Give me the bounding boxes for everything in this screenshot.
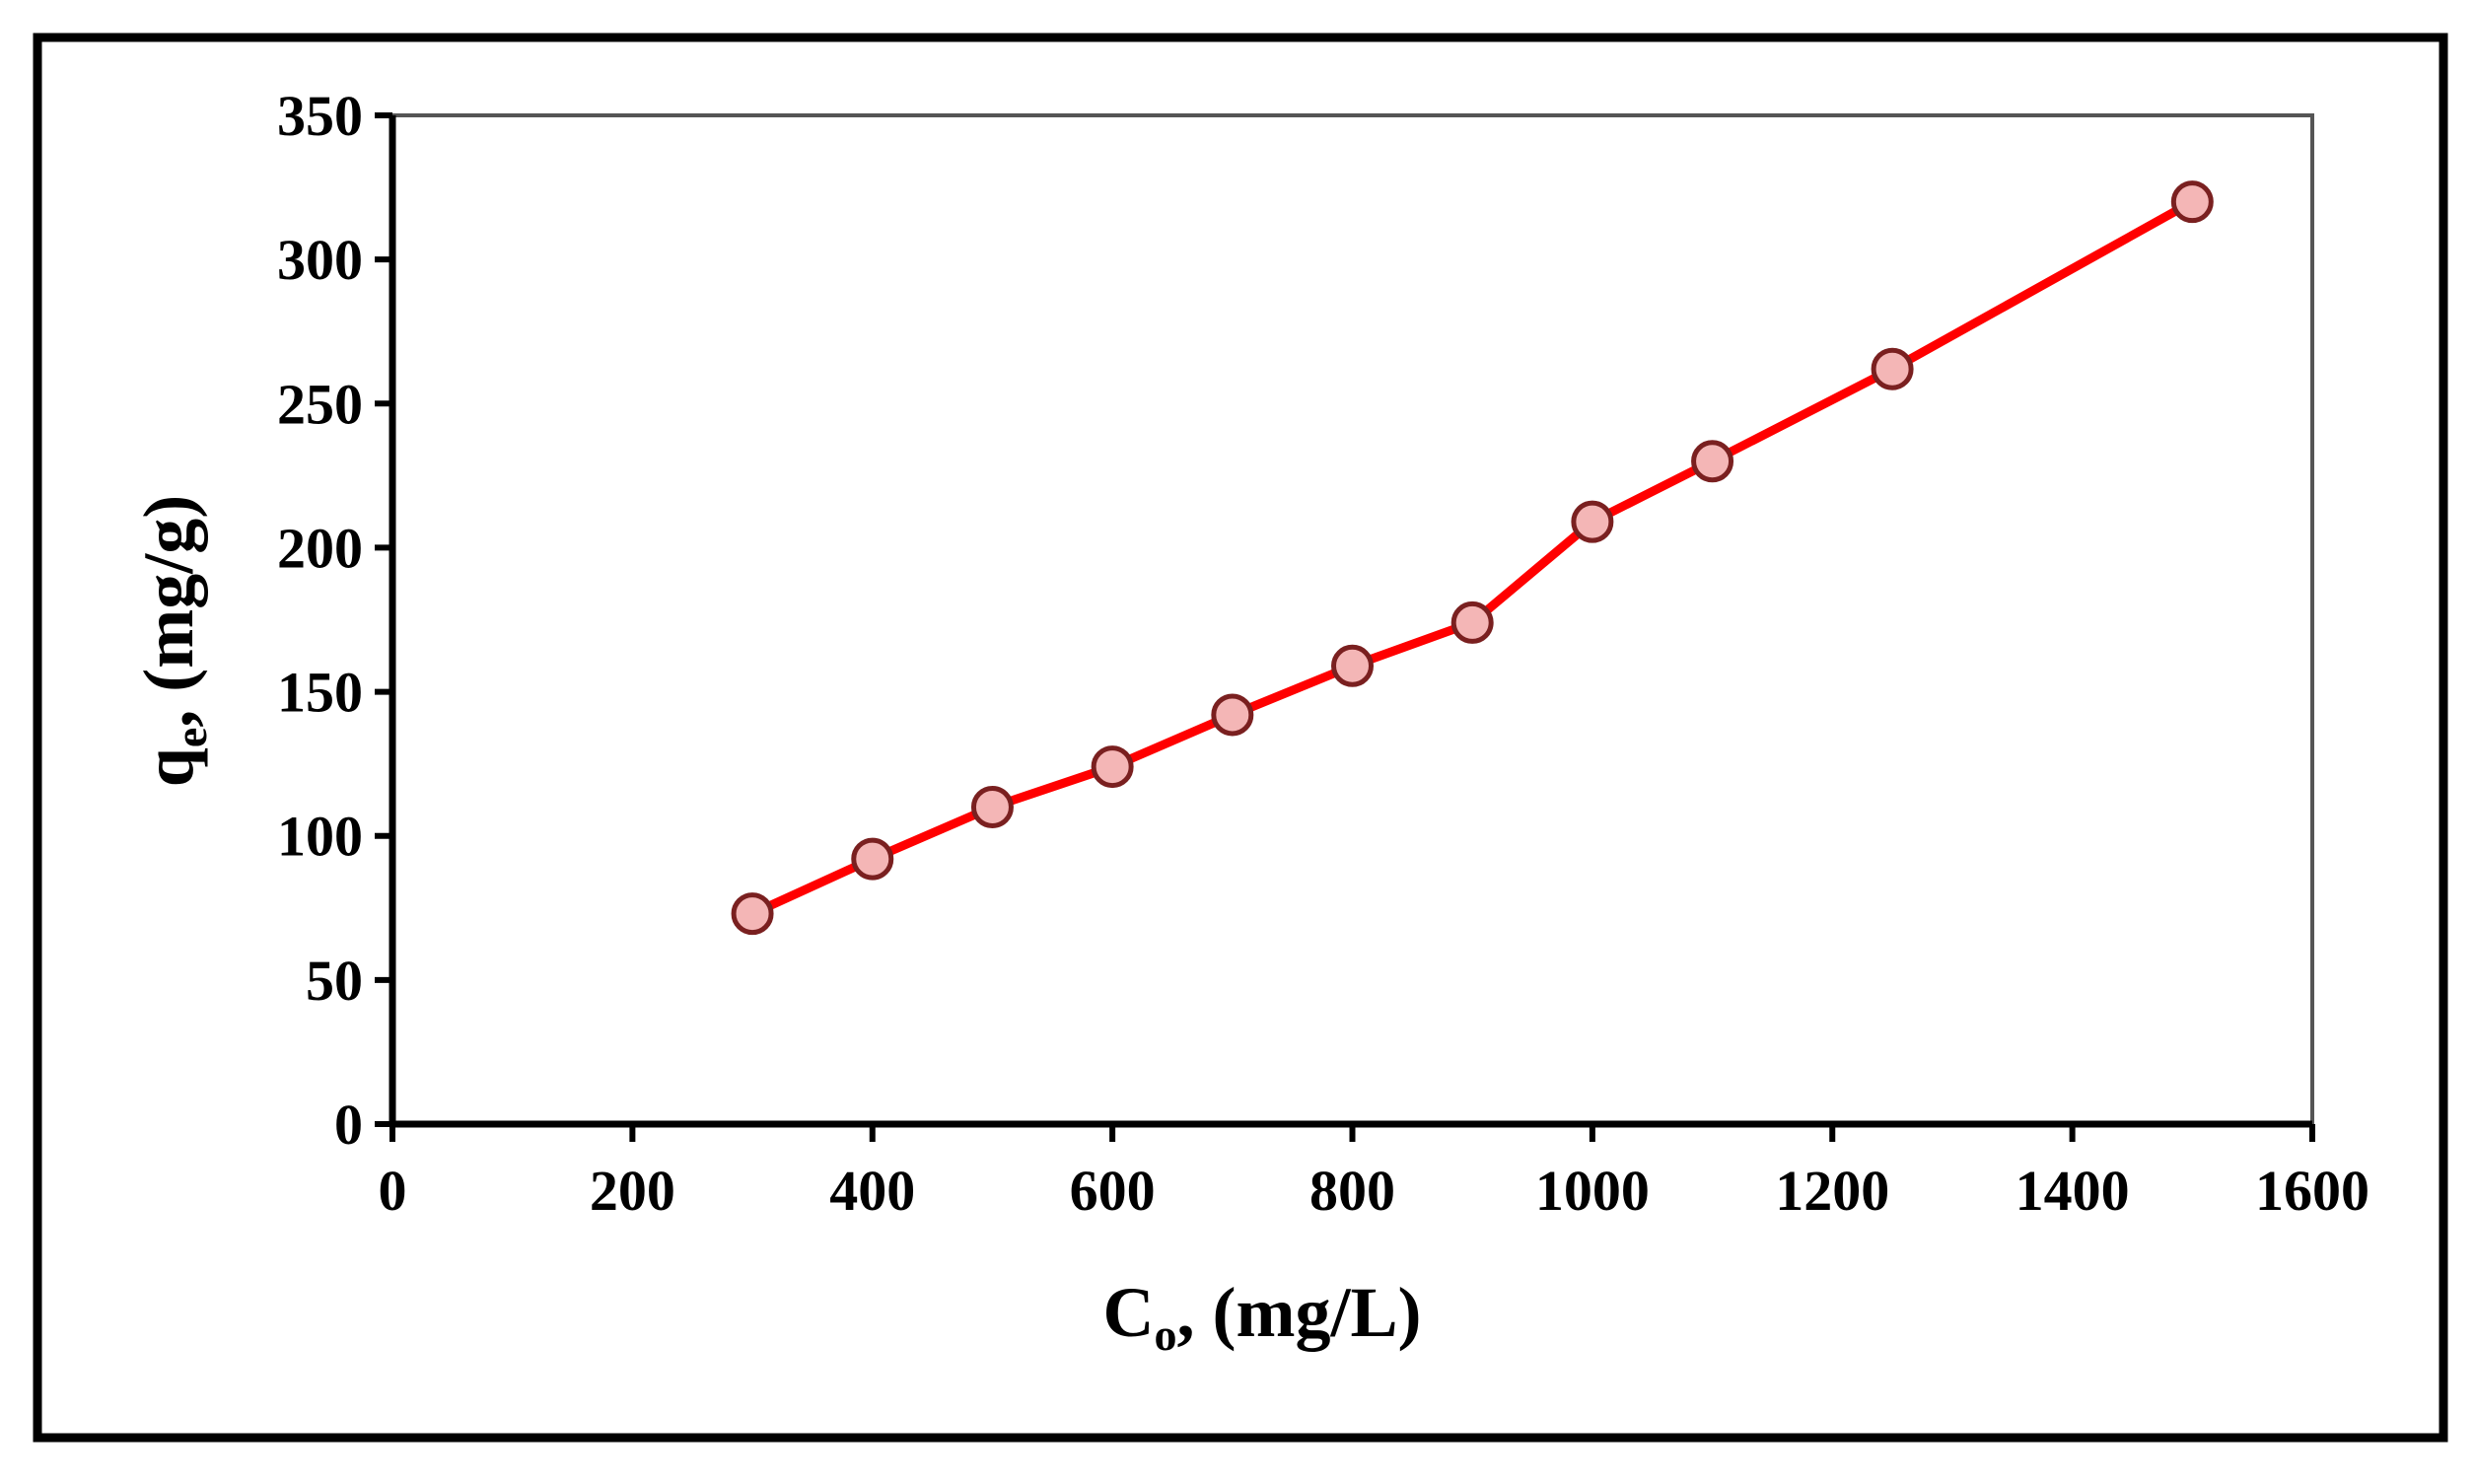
y-tick-label: 300: [277, 228, 363, 292]
y-tick-label: 150: [277, 661, 363, 725]
x-tick-label: 0: [379, 1159, 407, 1223]
outer-frame: [33, 33, 2448, 1443]
x-tick-label: 1200: [1775, 1159, 1889, 1223]
y-axis-title-main: q: [129, 747, 208, 787]
data-point: [2170, 180, 2214, 224]
data-point: [1871, 347, 1914, 390]
x-tick-label: 600: [1070, 1159, 1156, 1223]
x-tick-label: 1400: [2015, 1159, 2130, 1223]
data-point: [1691, 440, 1734, 483]
data-point: [1571, 500, 1614, 543]
x-tick-label: 200: [590, 1159, 675, 1223]
y-tick-label: 250: [277, 372, 363, 436]
data-series: [731, 180, 2214, 936]
x-tick-label: 800: [1309, 1159, 1395, 1223]
data-point: [970, 785, 1014, 828]
x-tick-label: 400: [829, 1159, 915, 1223]
x-axis-title-subscript: o: [1155, 1309, 1177, 1360]
x-axis-title: Co, (mg/L): [1103, 1273, 1422, 1360]
y-axis-title-subscript: e: [166, 728, 216, 747]
data-point: [1091, 745, 1134, 789]
y-tick-label: 350: [277, 84, 363, 148]
data-point: [851, 837, 894, 881]
data-point: [1331, 644, 1374, 687]
y-axis-title-rest: , (mg/g): [129, 495, 208, 728]
axis-ticks: 0 50 100 150 200 250 300 350 0 200 400 600 800 1000 12…: [277, 84, 2369, 1223]
y-axis-title: qe, (mg/g): [129, 495, 216, 787]
data-point: [731, 892, 774, 936]
x-tick-label: 1000: [1535, 1159, 1650, 1223]
y-tick-label: 50: [306, 949, 363, 1013]
x-axis-title-rest: , (mg/L): [1177, 1273, 1422, 1352]
x-tick-label: 1600: [2255, 1159, 2369, 1223]
y-tick-label: 200: [277, 516, 363, 580]
data-point: [1450, 601, 1494, 644]
data-point: [1211, 693, 1254, 737]
y-tick-label: 100: [277, 805, 363, 869]
x-axis-title-main: C: [1103, 1273, 1155, 1352]
y-tick-label: 0: [334, 1093, 363, 1157]
